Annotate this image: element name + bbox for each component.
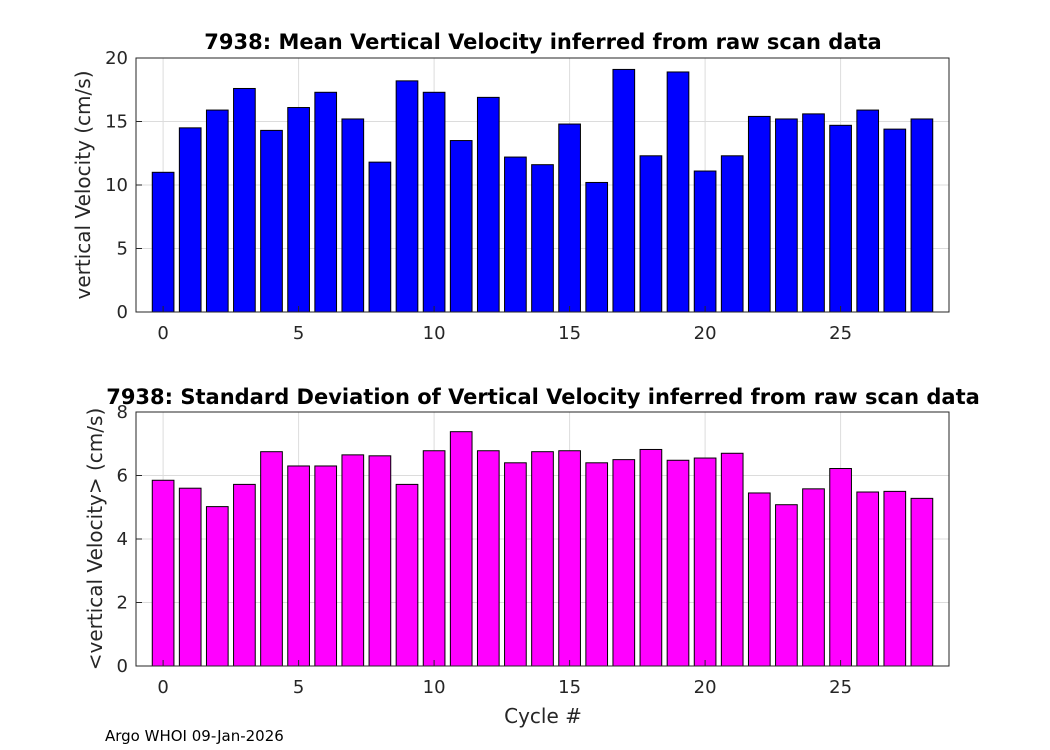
std-velocity-ytick-label: 4 bbox=[117, 529, 128, 550]
mean-velocity-bar bbox=[395, 80, 419, 313]
std-velocity-xtick-label: 15 bbox=[558, 677, 581, 698]
std-velocity-ytick-label: 2 bbox=[117, 593, 128, 614]
std-velocity-bar bbox=[910, 497, 934, 667]
std-velocity-ytick-label: 6 bbox=[117, 466, 128, 487]
std-velocity-bar bbox=[747, 492, 771, 667]
mean-velocity-bar bbox=[693, 170, 717, 313]
mean-velocity-bar bbox=[504, 156, 527, 313]
mean-velocity-bar bbox=[531, 164, 554, 313]
mean-velocity-xtick-label: 5 bbox=[293, 323, 304, 344]
std-velocity-bar bbox=[775, 504, 798, 667]
mean-velocity-bar bbox=[205, 109, 229, 313]
mean-velocity-bar bbox=[341, 118, 365, 313]
std-velocity-bar bbox=[639, 448, 663, 667]
std-velocity-bar bbox=[612, 459, 636, 667]
std-velocity-bar bbox=[531, 451, 554, 667]
mean-velocity-bar bbox=[829, 124, 852, 313]
mean-velocity-bar bbox=[178, 127, 202, 313]
mean-velocity-bar bbox=[666, 71, 690, 313]
mean-velocity-ticks: 0 5 10 15 20 25 0 5 10 15 20 bbox=[105, 48, 852, 344]
std-velocity-ytick-label: 8 bbox=[117, 402, 128, 423]
mean-velocity-bar bbox=[368, 161, 392, 313]
std-velocity-bar bbox=[151, 479, 175, 667]
mean-velocity-bar bbox=[856, 109, 880, 313]
mean-velocity-bar bbox=[720, 155, 744, 313]
std-velocity-bar bbox=[504, 462, 527, 667]
footer-credit: Argo WHOI 09-Jan-2026 bbox=[105, 727, 284, 745]
std-velocity-ticks: 0 5 10 15 20 25 0 2 4 6 8 bbox=[117, 402, 853, 698]
std-velocity-ytick-label: 0 bbox=[117, 656, 128, 677]
std-velocity-ylabel: <vertical Velocity> (cm/s) bbox=[83, 408, 107, 671]
mean-velocity-bars bbox=[151, 68, 934, 313]
mean-velocity-bar bbox=[775, 118, 798, 313]
std-velocity-xlabel: Cycle # bbox=[504, 704, 582, 728]
mean-velocity-ytick-label: 20 bbox=[105, 48, 128, 69]
mean-velocity-bar bbox=[558, 123, 581, 313]
std-velocity-bar bbox=[205, 506, 229, 667]
std-velocity-bar bbox=[178, 487, 202, 667]
std-velocity-bar bbox=[693, 457, 717, 667]
mean-velocity-bar bbox=[449, 140, 473, 313]
std-velocity-xtick-label: 0 bbox=[157, 677, 168, 698]
mean-velocity-bar bbox=[585, 181, 609, 313]
std-velocity-bar bbox=[287, 465, 310, 667]
std-velocity-bar bbox=[314, 465, 338, 667]
mean-velocity-bar bbox=[910, 118, 934, 313]
mean-velocity-bar bbox=[233, 87, 256, 313]
std-velocity-bar bbox=[802, 488, 825, 667]
std-velocity-xtick-label: 10 bbox=[423, 677, 446, 698]
mean-velocity-title: 7938: Mean Vertical Velocity inferred fr… bbox=[204, 30, 881, 54]
mean-velocity-ytick-label: 10 bbox=[105, 175, 128, 196]
std-velocity-xtick-label: 5 bbox=[293, 677, 304, 698]
std-velocity-bar bbox=[476, 450, 500, 667]
mean-velocity-ytick-label: 0 bbox=[117, 302, 128, 323]
mean-velocity-ylabel: vertical Velocity (cm/s) bbox=[71, 71, 95, 300]
mean-velocity-bar bbox=[476, 96, 500, 313]
std-velocity-bar bbox=[720, 452, 744, 667]
mean-velocity-bar bbox=[747, 115, 771, 313]
std-velocity-bar bbox=[395, 483, 419, 667]
std-velocity-xtick-label: 25 bbox=[829, 677, 852, 698]
mean-velocity-bar bbox=[287, 107, 310, 313]
mean-velocity-bar bbox=[639, 155, 663, 313]
std-velocity-xtick-label: 20 bbox=[694, 677, 717, 698]
std-velocity-title: 7938: Standard Deviation of Vertical Vel… bbox=[106, 385, 980, 409]
mean-velocity-bar bbox=[422, 91, 446, 313]
std-velocity-bar bbox=[666, 459, 690, 667]
mean-velocity-bar bbox=[314, 91, 338, 313]
mean-velocity-xtick-label: 10 bbox=[423, 323, 446, 344]
std-velocity-bar bbox=[449, 431, 473, 667]
std-velocity-bar bbox=[883, 490, 907, 667]
mean-velocity-bar bbox=[612, 68, 636, 313]
mean-velocity-ytick-label: 5 bbox=[117, 239, 128, 260]
mean-velocity-ytick-label: 15 bbox=[105, 112, 128, 133]
std-velocity-bars bbox=[151, 431, 934, 667]
std-velocity-bar bbox=[856, 491, 880, 667]
std-velocity-bar bbox=[233, 483, 256, 667]
mean-velocity-bar bbox=[883, 128, 907, 313]
std-velocity-bar bbox=[558, 450, 581, 667]
mean-velocity-xtick-label: 20 bbox=[694, 323, 717, 344]
std-velocity-bar bbox=[341, 454, 365, 667]
mean-velocity-xtick-label: 25 bbox=[829, 323, 852, 344]
std-velocity-bar bbox=[585, 462, 609, 667]
mean-velocity-bar bbox=[802, 113, 825, 313]
mean-velocity-bar bbox=[260, 129, 283, 313]
mean-velocity-bar bbox=[151, 171, 175, 313]
mean-velocity-chart: 0 5 10 15 20 25 0 5 10 15 20 7938: Mean Vertical V… bbox=[71, 30, 950, 344]
std-velocity-bar bbox=[368, 455, 392, 667]
mean-velocity-xtick-label: 15 bbox=[558, 323, 581, 344]
std-velocity-bar bbox=[422, 450, 446, 667]
mean-velocity-xtick-label: 0 bbox=[157, 323, 168, 344]
std-velocity-chart: 0 5 10 15 20 25 0 2 4 6 8 7938: Standard Deviation… bbox=[83, 385, 980, 728]
std-velocity-bar bbox=[260, 451, 283, 667]
std-velocity-bar bbox=[829, 468, 852, 667]
